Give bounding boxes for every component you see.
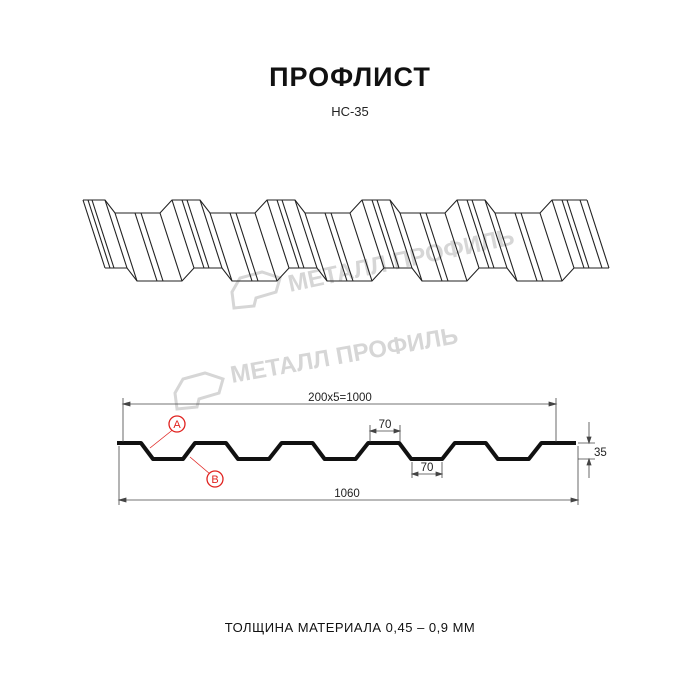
sheet-line — [186, 199, 210, 269]
sheet-line — [471, 199, 495, 269]
sheet-line — [254, 212, 278, 282]
sheet-line — [389, 199, 413, 269]
sheet-line — [140, 212, 164, 282]
sheet-line — [281, 199, 305, 269]
sheet-line — [104, 199, 128, 269]
dim-bottom-width: 70 — [421, 462, 434, 474]
sheet-line — [82, 199, 106, 269]
sheet-line — [361, 199, 385, 269]
sheet-line — [376, 199, 400, 269]
sheet-line — [91, 199, 115, 269]
dimension-lines — [117, 398, 595, 505]
dim-total-width: 1060 — [334, 488, 360, 500]
sheet-line — [566, 199, 590, 269]
sheet-line — [114, 212, 138, 282]
marker-a: A — [149, 415, 186, 449]
sheet-line — [551, 199, 575, 269]
sheet-line — [586, 199, 610, 269]
sheet-line — [87, 199, 111, 269]
sheet-line — [561, 199, 585, 269]
page-title: ПРОФЛИСТ — [269, 62, 431, 92]
product-code: НС-35 — [331, 104, 369, 119]
sheet-perspective-view — [82, 199, 610, 282]
sheet-line — [330, 212, 354, 282]
sheet-line — [539, 212, 563, 282]
profile-cross-section — [117, 441, 576, 461]
sheet-line — [425, 212, 449, 282]
sheet-line — [276, 199, 300, 269]
sheet-line — [304, 212, 328, 282]
sheet-line — [444, 212, 468, 282]
sheet-line — [466, 199, 490, 269]
sheet-line — [199, 199, 223, 269]
sheet-line — [349, 212, 373, 282]
dim-pitch-total: 200x5=1000 — [308, 392, 372, 404]
watermark-logo-upper: МЕТАЛЛ ПРОФИЛЬ — [230, 224, 517, 310]
watermark-text-lower: МЕТАЛЛ ПРОФИЛЬ — [228, 322, 460, 389]
sheet-line — [229, 212, 253, 282]
sheet-line — [579, 199, 603, 269]
dim-top-width: 70 — [379, 419, 392, 431]
sheet-line — [371, 199, 395, 269]
sheet-line — [209, 212, 233, 282]
sheet-line — [266, 199, 290, 269]
sheet-line — [235, 212, 259, 282]
sheet-line — [484, 199, 508, 269]
sheet-line — [399, 212, 423, 282]
marker-b: B — [189, 456, 224, 488]
sheet-line — [294, 199, 318, 269]
marker-b-label: B — [211, 474, 218, 486]
sheet-line — [514, 212, 538, 282]
sheet-line — [171, 199, 195, 269]
marker-a-label: A — [173, 419, 181, 431]
sheet-line — [520, 212, 544, 282]
sheet-line — [419, 212, 443, 282]
dim-height: 35 — [594, 447, 607, 459]
sheet-line — [181, 199, 205, 269]
sheet-line — [494, 212, 518, 282]
material-thickness-note: ТОЛЩИНА МАТЕРИАЛА 0,45 – 0,9 ММ — [224, 620, 476, 635]
sheet-line — [83, 199, 587, 214]
sheet-line — [456, 199, 480, 269]
sheet-line — [134, 212, 158, 282]
sheet-line — [159, 212, 183, 282]
sheet-line — [324, 212, 348, 282]
